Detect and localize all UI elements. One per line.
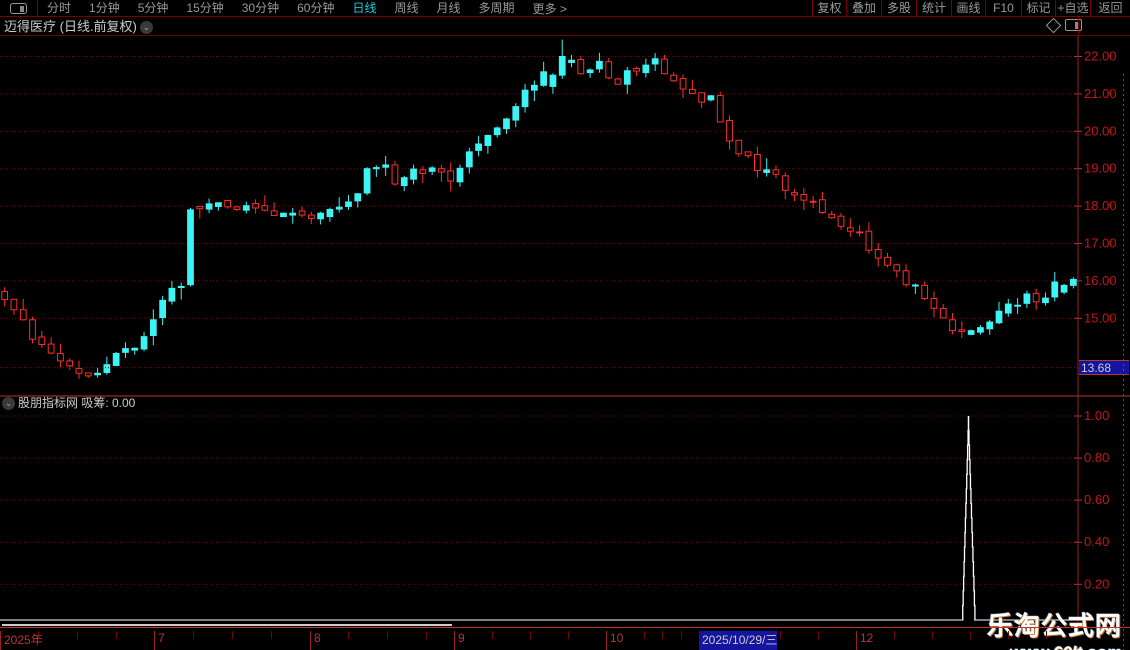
svg-text:19.00: 19.00: [1084, 161, 1117, 176]
svg-text:21.00: 21.00: [1084, 86, 1117, 101]
svg-text:0.40: 0.40: [1084, 534, 1109, 549]
svg-text:20.00: 20.00: [1084, 123, 1117, 138]
svg-text:15.00: 15.00: [1084, 310, 1117, 325]
svg-text:1.00: 1.00: [1084, 408, 1109, 423]
svg-text:0.20: 0.20: [1084, 576, 1109, 591]
svg-text:22.00: 22.00: [1084, 49, 1117, 64]
svg-text:18.00: 18.00: [1084, 198, 1117, 213]
svg-text:16.00: 16.00: [1084, 273, 1117, 288]
svg-text:17.00: 17.00: [1084, 236, 1117, 251]
svg-text:0.60: 0.60: [1084, 492, 1109, 507]
svg-text:0.80: 0.80: [1084, 450, 1109, 465]
